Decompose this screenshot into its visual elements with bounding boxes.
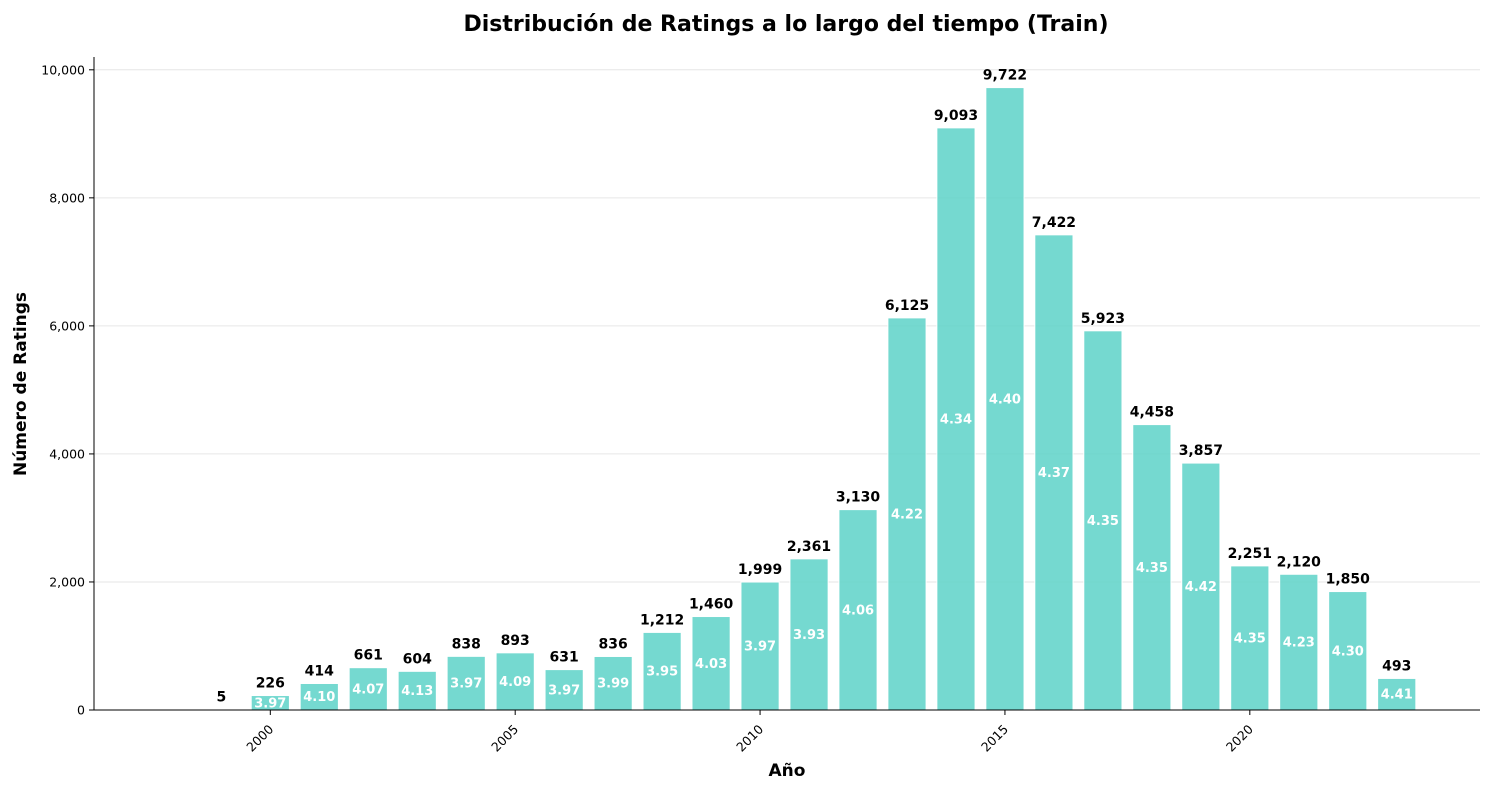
avg-rating-label-2008: 3.95 <box>646 665 678 680</box>
count-label-2001: 414 <box>305 663 334 679</box>
y-tick-label: 2,000 <box>49 574 85 589</box>
bar-2009 <box>691 616 731 711</box>
avg-rating-label-2010: 3.97 <box>744 640 776 655</box>
y-tick-label: 6,000 <box>49 318 85 333</box>
count-label-2011: 2,361 <box>787 539 831 555</box>
bar-2017 <box>1083 330 1123 711</box>
bar-2006 <box>544 669 584 711</box>
count-label-2015: 9,722 <box>983 68 1027 84</box>
x-ticks: 2000 2005 2010 2015 2020 <box>243 710 1256 755</box>
y-tick-label: 10,000 <box>41 62 85 77</box>
count-label-2017: 5,923 <box>1081 311 1125 327</box>
count-label-2005: 893 <box>501 633 530 649</box>
avg-rating-label-2005: 4.09 <box>499 675 531 690</box>
bars-layer: 5 226 3.97 414 4.10 661 4.07 604 4.13 838 3.97 893 4… <box>201 68 1417 711</box>
avg-rating-label-2003: 4.13 <box>401 684 433 699</box>
bar-2004 <box>446 655 486 711</box>
bar-2012 <box>838 509 878 711</box>
bar-2022 <box>1328 591 1368 711</box>
y-grid-lines <box>94 69 1480 583</box>
x-tick-label: 2010 <box>733 721 766 754</box>
x-tick-label: 2000 <box>243 721 276 754</box>
bar-2005 <box>495 652 535 711</box>
avg-rating-label-2004: 3.97 <box>450 677 482 692</box>
avg-rating-label-2012: 4.06 <box>842 603 874 618</box>
avg-rating-label-2016: 4.37 <box>1038 466 1070 481</box>
avg-rating-label-2000: 3.97 <box>254 696 286 711</box>
count-label-2002: 661 <box>354 648 383 664</box>
avg-rating-label-2011: 3.93 <box>793 628 825 643</box>
avg-rating-label-2018: 4.35 <box>1136 561 1168 576</box>
bar-2003 <box>397 670 437 711</box>
count-label-2013: 6,125 <box>885 298 929 314</box>
avg-rating-label-2014: 4.34 <box>940 412 972 427</box>
avg-rating-label-2023: 4.41 <box>1381 688 1413 703</box>
avg-rating-label-2020: 4.35 <box>1234 631 1266 646</box>
avg-rating-label-2019: 4.42 <box>1185 580 1217 595</box>
x-tick-label: 2020 <box>1223 721 1256 754</box>
count-label-2019: 3,857 <box>1179 443 1223 459</box>
count-label-2016: 7,422 <box>1032 215 1076 231</box>
count-label-2022: 1,850 <box>1326 572 1371 588</box>
y-tick-label: 0 <box>77 703 85 718</box>
count-label-2000: 226 <box>256 676 285 692</box>
count-label-2008: 1,212 <box>640 612 684 628</box>
count-label-2020: 2,251 <box>1228 546 1272 562</box>
count-label-2009: 1,460 <box>689 597 734 613</box>
avg-rating-label-2015: 4.40 <box>989 392 1021 407</box>
avg-rating-label-2002: 4.07 <box>352 682 384 697</box>
chart-title: Distribución de Ratings a lo largo del t… <box>463 12 1108 37</box>
y-tick-label: 4,000 <box>49 446 85 461</box>
bar-2008 <box>642 631 682 711</box>
count-label-1999: 5 <box>216 690 226 706</box>
bar-2010 <box>740 581 780 711</box>
bar-2007 <box>593 655 633 711</box>
count-label-2018: 4,458 <box>1130 405 1174 421</box>
count-label-2007: 836 <box>599 636 628 652</box>
avg-rating-label-2007: 3.99 <box>597 677 629 692</box>
avg-rating-label-2013: 4.22 <box>891 507 923 522</box>
count-label-2012: 3,130 <box>836 490 881 506</box>
count-label-2003: 604 <box>403 651 432 667</box>
axes-layer <box>93 57 1480 711</box>
bar-2013 <box>887 317 927 711</box>
bar-2011 <box>789 558 829 711</box>
x-tick-label: 2015 <box>978 722 1011 755</box>
avg-rating-label-2006: 3.97 <box>548 683 580 698</box>
count-label-2021: 2,120 <box>1277 554 1322 570</box>
bar-2016 <box>1034 234 1074 711</box>
x-axis-label: Año <box>769 761 806 781</box>
y-tick-label: 8,000 <box>49 190 85 205</box>
bar-2023 <box>1377 677 1417 711</box>
bar-2020 <box>1230 565 1270 711</box>
avg-rating-label-2022: 4.30 <box>1332 644 1364 659</box>
x-tick-label: 2005 <box>488 722 521 755</box>
y-ticks: 0 2,000 4,000 6,000 8,000 10,000 <box>41 62 94 718</box>
count-label-2006: 631 <box>550 650 579 666</box>
avg-rating-label-2001: 4.10 <box>303 690 335 705</box>
y-axis-label: Número de Ratings <box>11 292 31 476</box>
avg-rating-label-2009: 4.03 <box>695 657 727 672</box>
count-label-2023: 493 <box>1382 658 1411 674</box>
avg-rating-label-2017: 4.35 <box>1087 514 1119 529</box>
count-label-2010: 1,999 <box>738 562 782 578</box>
avg-rating-label-2021: 4.23 <box>1283 636 1315 651</box>
count-label-2014: 9,093 <box>934 108 978 124</box>
count-label-2004: 838 <box>452 636 481 652</box>
